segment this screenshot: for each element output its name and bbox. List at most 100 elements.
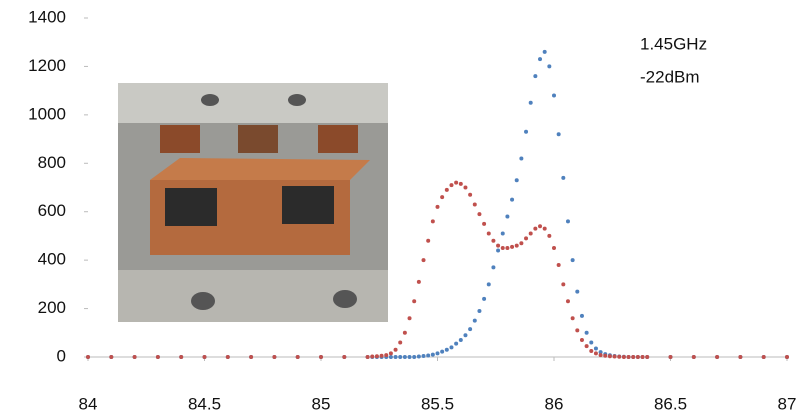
data-point xyxy=(225,355,230,359)
data-point xyxy=(626,355,631,359)
data-point xyxy=(589,340,594,345)
data-point xyxy=(365,355,370,359)
data-point xyxy=(407,316,412,321)
y-tick-label: 1200 xyxy=(28,56,66,75)
data-point xyxy=(454,180,459,185)
data-point xyxy=(496,248,501,253)
data-point xyxy=(761,355,766,359)
data-point xyxy=(393,355,398,359)
data-point xyxy=(645,355,650,359)
data-point xyxy=(398,340,403,345)
data-point xyxy=(435,204,440,209)
data-point xyxy=(440,195,445,200)
y-tick-label: 800 xyxy=(38,153,66,172)
data-point xyxy=(491,238,496,243)
data-point xyxy=(528,100,533,105)
photo-top-plate xyxy=(118,83,388,123)
data-point xyxy=(668,355,673,359)
x-tick-label: 85.5 xyxy=(421,394,454,413)
data-point xyxy=(421,258,426,263)
data-point xyxy=(491,265,496,270)
x-tick-label: 86.5 xyxy=(654,394,687,413)
data-point xyxy=(505,214,510,219)
data-point xyxy=(435,351,440,356)
data-point xyxy=(412,355,417,359)
data-point xyxy=(407,355,412,359)
data-point xyxy=(496,243,501,248)
data-point xyxy=(575,328,580,333)
data-point xyxy=(468,192,473,197)
data-point xyxy=(393,347,398,352)
data-point xyxy=(593,346,598,351)
data-point xyxy=(430,352,435,357)
data-point xyxy=(738,355,743,359)
data-point xyxy=(598,353,603,358)
y-tick-label: 200 xyxy=(38,298,66,317)
data-point xyxy=(416,279,421,284)
data-point xyxy=(603,353,608,358)
data-point xyxy=(561,175,566,180)
data-point xyxy=(472,318,477,323)
data-point xyxy=(272,355,277,359)
data-point xyxy=(514,243,519,248)
y-tick-label: 1400 xyxy=(28,7,66,26)
data-point xyxy=(463,185,468,190)
data-point xyxy=(538,57,543,62)
data-point xyxy=(584,330,589,335)
photo-hole xyxy=(191,292,215,310)
data-point xyxy=(398,355,403,359)
data-point xyxy=(472,202,477,207)
data-point xyxy=(519,156,524,161)
data-point xyxy=(621,355,626,359)
photo-hole xyxy=(333,290,357,308)
data-point xyxy=(486,282,491,287)
data-point xyxy=(109,355,114,359)
data-point xyxy=(249,355,254,359)
data-point xyxy=(589,348,594,353)
data-point xyxy=(528,231,533,236)
data-point xyxy=(388,351,393,356)
data-point xyxy=(155,355,160,359)
data-point xyxy=(421,354,426,359)
y-tick-label: 600 xyxy=(38,201,66,220)
y-tick-label: 0 xyxy=(57,346,66,365)
data-point xyxy=(505,246,510,251)
data-point xyxy=(179,355,184,359)
data-point xyxy=(202,355,207,359)
data-point xyxy=(388,355,393,359)
data-point xyxy=(463,333,468,338)
data-point xyxy=(533,74,538,79)
data-point xyxy=(374,354,379,359)
data-point xyxy=(635,355,640,359)
data-point xyxy=(412,299,417,304)
y-tick-label: 400 xyxy=(38,250,66,269)
data-point xyxy=(86,355,90,359)
data-point xyxy=(477,308,482,313)
data-point xyxy=(617,354,622,359)
photo-copper-top xyxy=(150,158,370,180)
data-point xyxy=(691,355,696,359)
data-point xyxy=(598,350,603,355)
annotation: 1.45GHz xyxy=(640,34,707,53)
data-point xyxy=(486,231,491,236)
photo-connector xyxy=(318,125,358,153)
photo-hole xyxy=(288,94,306,106)
data-point xyxy=(640,355,645,359)
data-point xyxy=(715,355,720,359)
photo-chip xyxy=(165,188,217,226)
y-tick-label: 1000 xyxy=(28,104,66,123)
data-point xyxy=(384,353,389,358)
photo-connector xyxy=(160,125,200,153)
data-point xyxy=(579,313,584,318)
data-point xyxy=(132,355,137,359)
data-point xyxy=(565,219,570,224)
data-point xyxy=(547,233,552,238)
data-point xyxy=(547,64,552,69)
data-point xyxy=(542,226,547,231)
data-point xyxy=(379,353,384,358)
data-point xyxy=(444,187,449,192)
data-point xyxy=(584,344,589,349)
data-point xyxy=(524,236,529,241)
data-point xyxy=(519,241,524,246)
